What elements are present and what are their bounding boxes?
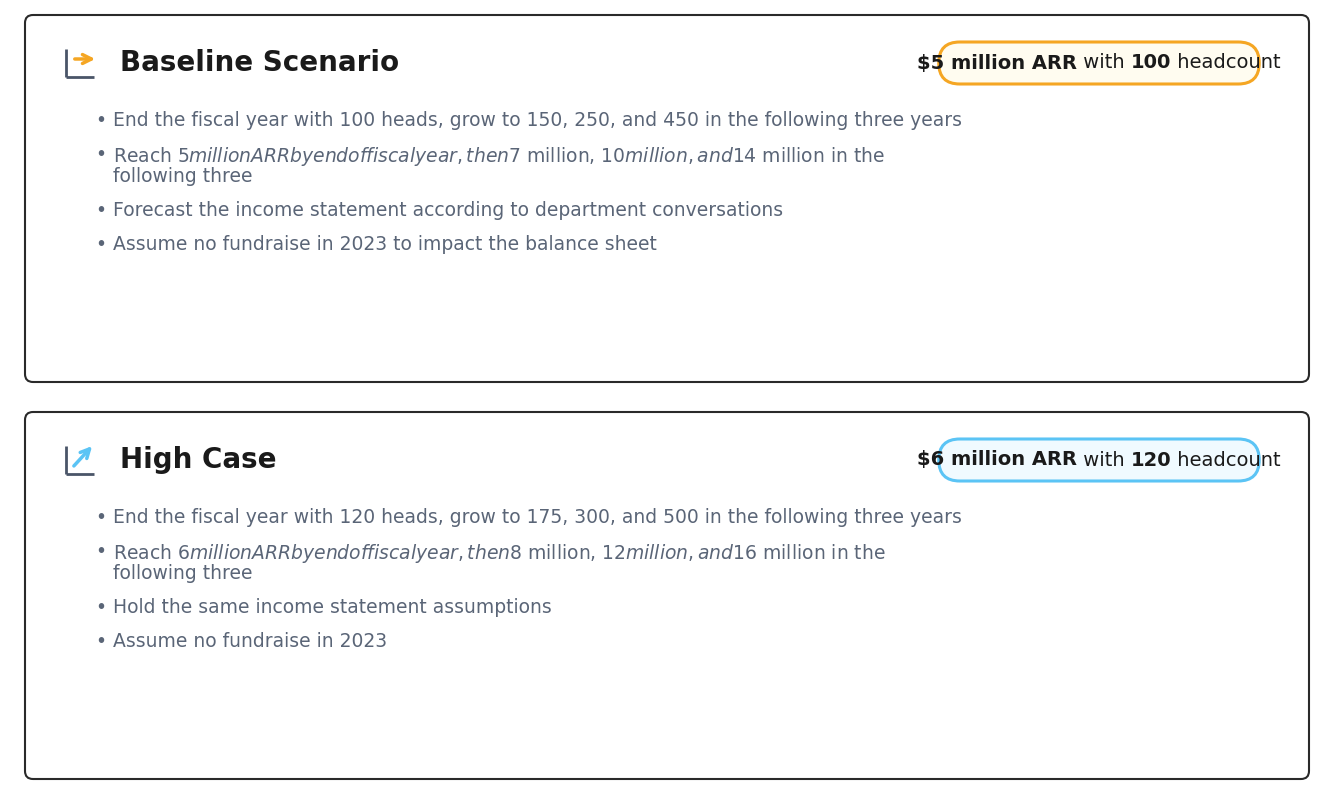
Text: following three: following three: [113, 564, 252, 583]
Text: following three: following three: [113, 167, 252, 186]
Text: •: •: [95, 145, 107, 164]
Text: 100: 100: [1131, 53, 1171, 72]
Text: Hold the same income statement assumptions: Hold the same income statement assumptio…: [113, 598, 552, 617]
Text: with: with: [1077, 53, 1131, 72]
Text: headcount: headcount: [1171, 450, 1281, 469]
Text: •: •: [95, 111, 107, 130]
Text: •: •: [95, 598, 107, 617]
FancyBboxPatch shape: [939, 439, 1259, 481]
Text: •: •: [95, 508, 107, 527]
Text: •: •: [95, 201, 107, 220]
Text: High Case: High Case: [120, 446, 276, 474]
Text: Baseline Scenario: Baseline Scenario: [120, 49, 399, 77]
Text: $6 million ARR: $6 million ARR: [916, 450, 1077, 469]
FancyBboxPatch shape: [939, 42, 1259, 84]
Text: Assume no fundraise in 2023: Assume no fundraise in 2023: [113, 632, 387, 651]
Text: End the fiscal year with 100 heads, grow to 150, 250, and 450 in the following t: End the fiscal year with 100 heads, grow…: [113, 111, 962, 130]
Text: Reach $5 million ARR by end of fiscal year, then $7 million, $10 million, and $1: Reach $5 million ARR by end of fiscal ye…: [113, 145, 884, 168]
Text: headcount: headcount: [1171, 53, 1281, 72]
Text: •: •: [95, 632, 107, 651]
FancyBboxPatch shape: [25, 412, 1309, 779]
Text: 120: 120: [1131, 450, 1171, 469]
FancyBboxPatch shape: [25, 15, 1309, 382]
Text: Reach $6 million ARR by end of fiscal year, then $8 million, $12 million, and $1: Reach $6 million ARR by end of fiscal ye…: [113, 542, 886, 565]
Text: Forecast the income statement according to department conversations: Forecast the income statement according …: [113, 201, 783, 220]
Text: •: •: [95, 235, 107, 254]
Text: with: with: [1077, 450, 1131, 469]
Text: •: •: [95, 542, 107, 561]
Text: Assume no fundraise in 2023 to impact the balance sheet: Assume no fundraise in 2023 to impact th…: [113, 235, 656, 254]
Text: $5 million ARR: $5 million ARR: [916, 53, 1077, 72]
Text: End the fiscal year with 120 heads, grow to 175, 300, and 500 in the following t: End the fiscal year with 120 heads, grow…: [113, 508, 962, 527]
